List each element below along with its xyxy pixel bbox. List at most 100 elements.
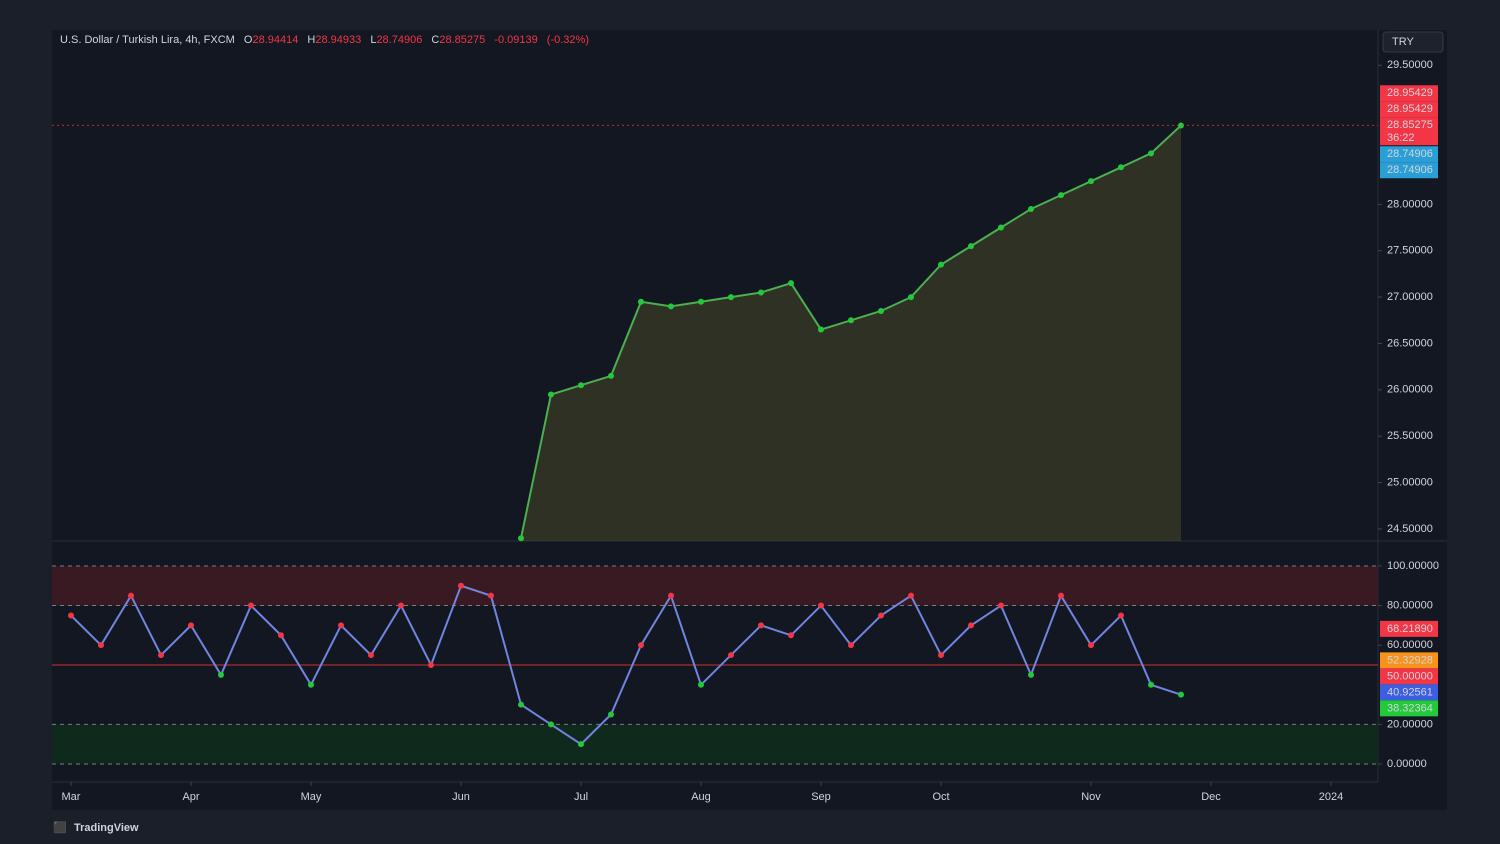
point	[728, 294, 734, 301]
x-tick-label: Apr	[182, 791, 199, 803]
point	[788, 632, 794, 639]
point	[1028, 671, 1034, 678]
point	[878, 612, 884, 619]
value-label-box	[1380, 620, 1438, 637]
point	[98, 642, 104, 649]
y-tick-label: 0.00000	[1387, 758, 1427, 770]
point	[848, 642, 854, 649]
ohlc-value: 28.94933	[315, 34, 361, 46]
value-label-box	[1380, 668, 1438, 685]
point	[398, 602, 404, 609]
point	[908, 294, 914, 301]
chart-background	[52, 30, 1447, 810]
currency-box[interactable]	[1382, 31, 1444, 53]
point	[518, 701, 524, 708]
area-fill	[521, 125, 1181, 541]
y-tick-label: 60.00000	[1387, 639, 1433, 651]
point	[938, 652, 944, 659]
point	[818, 602, 824, 609]
y-tick-label: 100.00000	[1387, 560, 1439, 572]
price-label: 28.74906	[1387, 164, 1433, 176]
change: -0.09139	[494, 34, 537, 46]
point	[218, 671, 224, 678]
point	[1088, 178, 1094, 185]
point	[1178, 122, 1184, 129]
point	[1058, 192, 1064, 199]
point	[458, 582, 464, 589]
point	[338, 622, 344, 629]
x-tick-label: Aug	[691, 791, 711, 803]
value-label: 52.32928	[1387, 654, 1433, 666]
ohlc-label: O	[244, 34, 253, 46]
ohlc-value: 28.94414	[252, 34, 298, 46]
x-tick-label: Jun	[452, 791, 470, 803]
ohlc-label: C	[431, 34, 439, 46]
price-label-box	[1380, 146, 1438, 163]
point	[878, 308, 884, 315]
point	[698, 681, 704, 688]
header: U.S. Dollar / Turkish Lira, 4h, FXCM O28…	[60, 34, 589, 46]
point	[818, 326, 824, 333]
x-tick-label: Sep	[811, 791, 831, 803]
brand: TradingView	[74, 822, 139, 834]
x-tick-label: Dec	[1201, 791, 1221, 803]
point	[518, 535, 524, 542]
x-tick-label: Nov	[1081, 791, 1101, 803]
point	[308, 681, 314, 688]
x-tick-label: Oct	[932, 791, 949, 803]
y-tick-label: 29.50000	[1387, 59, 1433, 71]
x-tick-label: Jul	[574, 791, 588, 803]
point	[1148, 150, 1154, 157]
y-tick-label: 27.50000	[1387, 245, 1433, 257]
point	[758, 622, 764, 629]
point	[548, 721, 554, 728]
y-tick-label: 20.00000	[1387, 718, 1433, 730]
point	[1148, 681, 1154, 688]
point	[998, 602, 1004, 609]
point	[698, 298, 704, 305]
ohlc-value: 28.85275	[439, 34, 485, 46]
point	[608, 372, 614, 379]
point	[368, 652, 374, 659]
point	[1088, 642, 1094, 649]
point	[188, 622, 194, 629]
change-percent: (-0.32%)	[547, 34, 589, 46]
y-tick-label: 28.00000	[1387, 198, 1433, 210]
price-label-box	[1380, 162, 1438, 179]
price-label-box	[1380, 117, 1438, 146]
point	[428, 661, 434, 668]
band	[52, 565, 1378, 606]
point	[1028, 205, 1034, 212]
point	[668, 303, 674, 310]
point	[578, 741, 584, 748]
price-label-box	[1380, 101, 1438, 118]
value-label: 38.32364	[1387, 702, 1433, 714]
symbol-title: U.S. Dollar / Turkish Lira, 4h, FXCM	[60, 34, 235, 46]
point	[908, 592, 914, 599]
point	[728, 652, 734, 659]
point	[1058, 592, 1064, 599]
point	[1118, 164, 1124, 171]
value-label: 68.21890	[1387, 623, 1433, 635]
band	[52, 724, 1378, 764]
value-label: 40.92561	[1387, 686, 1433, 698]
point	[608, 711, 614, 718]
point	[968, 622, 974, 629]
price-label: 28.74906	[1387, 148, 1433, 160]
point	[68, 612, 74, 619]
x-tick-label: May	[301, 791, 322, 803]
value-label-box	[1380, 684, 1438, 701]
value-label-box	[1380, 652, 1438, 669]
point	[848, 317, 854, 324]
price-label: 28.85275	[1387, 119, 1433, 131]
value-label-box	[1380, 700, 1438, 717]
ohlc-label: H	[307, 34, 315, 46]
countdown: 36:22	[1387, 132, 1415, 144]
y-tick-label: 27.00000	[1387, 291, 1433, 303]
y-tick-label: 80.00000	[1387, 599, 1433, 611]
point	[278, 632, 284, 639]
point	[1118, 612, 1124, 619]
y-tick-label: 24.50000	[1387, 523, 1433, 535]
